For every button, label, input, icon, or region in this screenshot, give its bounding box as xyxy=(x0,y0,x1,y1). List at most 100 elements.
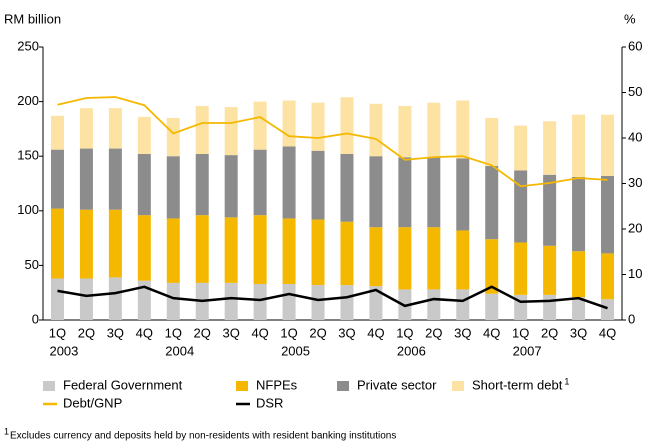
bar-segment xyxy=(572,251,586,298)
line-series xyxy=(57,285,608,310)
bar-segment xyxy=(427,289,441,320)
bar-segment xyxy=(427,157,441,228)
year-label: 2005 xyxy=(281,343,310,358)
y2-tick-label: 0 xyxy=(628,311,635,326)
bar-segment xyxy=(195,154,209,216)
bar-segment xyxy=(427,227,441,290)
bar-segment xyxy=(572,297,586,320)
bar-segment xyxy=(166,156,180,219)
bar-segment xyxy=(543,121,557,175)
y-tick-label: 200 xyxy=(17,93,39,108)
y-tick-label: 100 xyxy=(17,202,39,217)
bar-segment xyxy=(50,208,64,279)
legend-swatch xyxy=(337,381,349,391)
bar-segment xyxy=(166,117,180,157)
bar-segment xyxy=(340,285,354,320)
bar-segment xyxy=(572,114,586,177)
footnote: Excludes currency and deposits held by n… xyxy=(10,431,396,442)
x-tick-label: 2Q xyxy=(425,325,442,340)
y-tick-label: 50 xyxy=(25,257,39,272)
bar-segment xyxy=(514,125,528,171)
bar-segment xyxy=(340,221,354,286)
x-tick-label: 2Q xyxy=(541,325,558,340)
bar-segment xyxy=(50,115,64,150)
x-tick-label: 4Q xyxy=(599,325,616,340)
bar-segment xyxy=(166,282,180,320)
bar-segment xyxy=(340,97,354,155)
bar-segment xyxy=(282,100,296,147)
bar-segment xyxy=(79,148,93,210)
year-label: 2003 xyxy=(49,343,78,358)
y2-tick-label: 30 xyxy=(628,175,642,190)
year-label: 2004 xyxy=(165,343,194,358)
bar-segment xyxy=(398,227,412,290)
legend-label: Debt/GNP xyxy=(63,395,122,410)
x-tick-label: 2Q xyxy=(194,325,211,340)
bar-segment xyxy=(282,283,296,320)
bar-segment xyxy=(514,242,528,295)
x-tick-label: 3Q xyxy=(570,325,587,340)
y2-axis-label: % xyxy=(624,11,636,26)
bar-segment xyxy=(50,278,64,320)
legend-label: Short-term debt xyxy=(472,377,563,392)
bar-segment xyxy=(224,155,238,218)
bar-segment xyxy=(485,166,499,240)
y2-tick-label: 20 xyxy=(628,220,642,235)
bar-segment xyxy=(137,215,151,281)
bar-segment xyxy=(340,154,354,222)
x-tick-label: 4Q xyxy=(367,325,384,340)
y-axis-label: RM billion xyxy=(4,11,61,26)
bar-segment xyxy=(485,239,499,294)
bar-segment xyxy=(224,282,238,320)
bar-segment xyxy=(369,286,383,320)
bar-segment xyxy=(50,149,64,209)
legend-label: Private sector xyxy=(357,377,437,392)
bar-segment xyxy=(195,215,209,283)
bar-segment xyxy=(398,105,412,158)
bar-segment xyxy=(311,102,325,151)
x-tick-label: 3Q xyxy=(107,325,124,340)
x-tick-label: 1Q xyxy=(280,325,297,340)
bar-segment xyxy=(253,149,267,216)
bar-segment xyxy=(108,108,122,149)
bar-segment xyxy=(137,280,151,320)
x-tick-label: 1Q xyxy=(165,325,182,340)
bar-segment xyxy=(108,148,122,210)
y-tick-label: 150 xyxy=(17,148,39,163)
legend-label: NFPEs xyxy=(256,377,298,392)
x-tick-label: 3Q xyxy=(454,325,471,340)
bar-segment xyxy=(311,150,325,220)
bar-segment xyxy=(253,283,267,320)
line-series xyxy=(57,96,608,188)
x-tick-label: 1Q xyxy=(512,325,529,340)
y-tick-label: 0 xyxy=(32,311,39,326)
bar-segment xyxy=(514,170,528,243)
legend-label: Federal Government xyxy=(63,377,183,392)
bar-segment xyxy=(601,175,615,254)
x-tick-label: 2Q xyxy=(309,325,326,340)
y2-tick-label: 40 xyxy=(628,129,642,144)
bar-segment xyxy=(543,174,557,246)
footnote-marker: 1 xyxy=(4,426,9,436)
bar-segment xyxy=(108,209,122,278)
legend-label: DSR xyxy=(256,395,283,410)
bar-segment xyxy=(166,218,180,283)
bar-segment xyxy=(137,116,151,155)
bar-segment xyxy=(224,217,238,283)
bar-segment xyxy=(137,154,151,216)
legend-swatch xyxy=(452,381,464,391)
bar-segment xyxy=(282,218,296,284)
bar-segment xyxy=(456,289,470,320)
bar-segment xyxy=(311,285,325,320)
bar-segment xyxy=(108,277,122,320)
bar-segment xyxy=(485,117,499,167)
bar-segment xyxy=(427,102,441,158)
legend-note: 1 xyxy=(564,376,569,386)
x-tick-label: 2Q xyxy=(78,325,95,340)
bar-segment xyxy=(601,114,615,176)
x-tick-label: 4Q xyxy=(483,325,500,340)
legend-swatch xyxy=(236,381,248,391)
bar-segment xyxy=(79,278,93,320)
bar-segment xyxy=(79,108,93,149)
